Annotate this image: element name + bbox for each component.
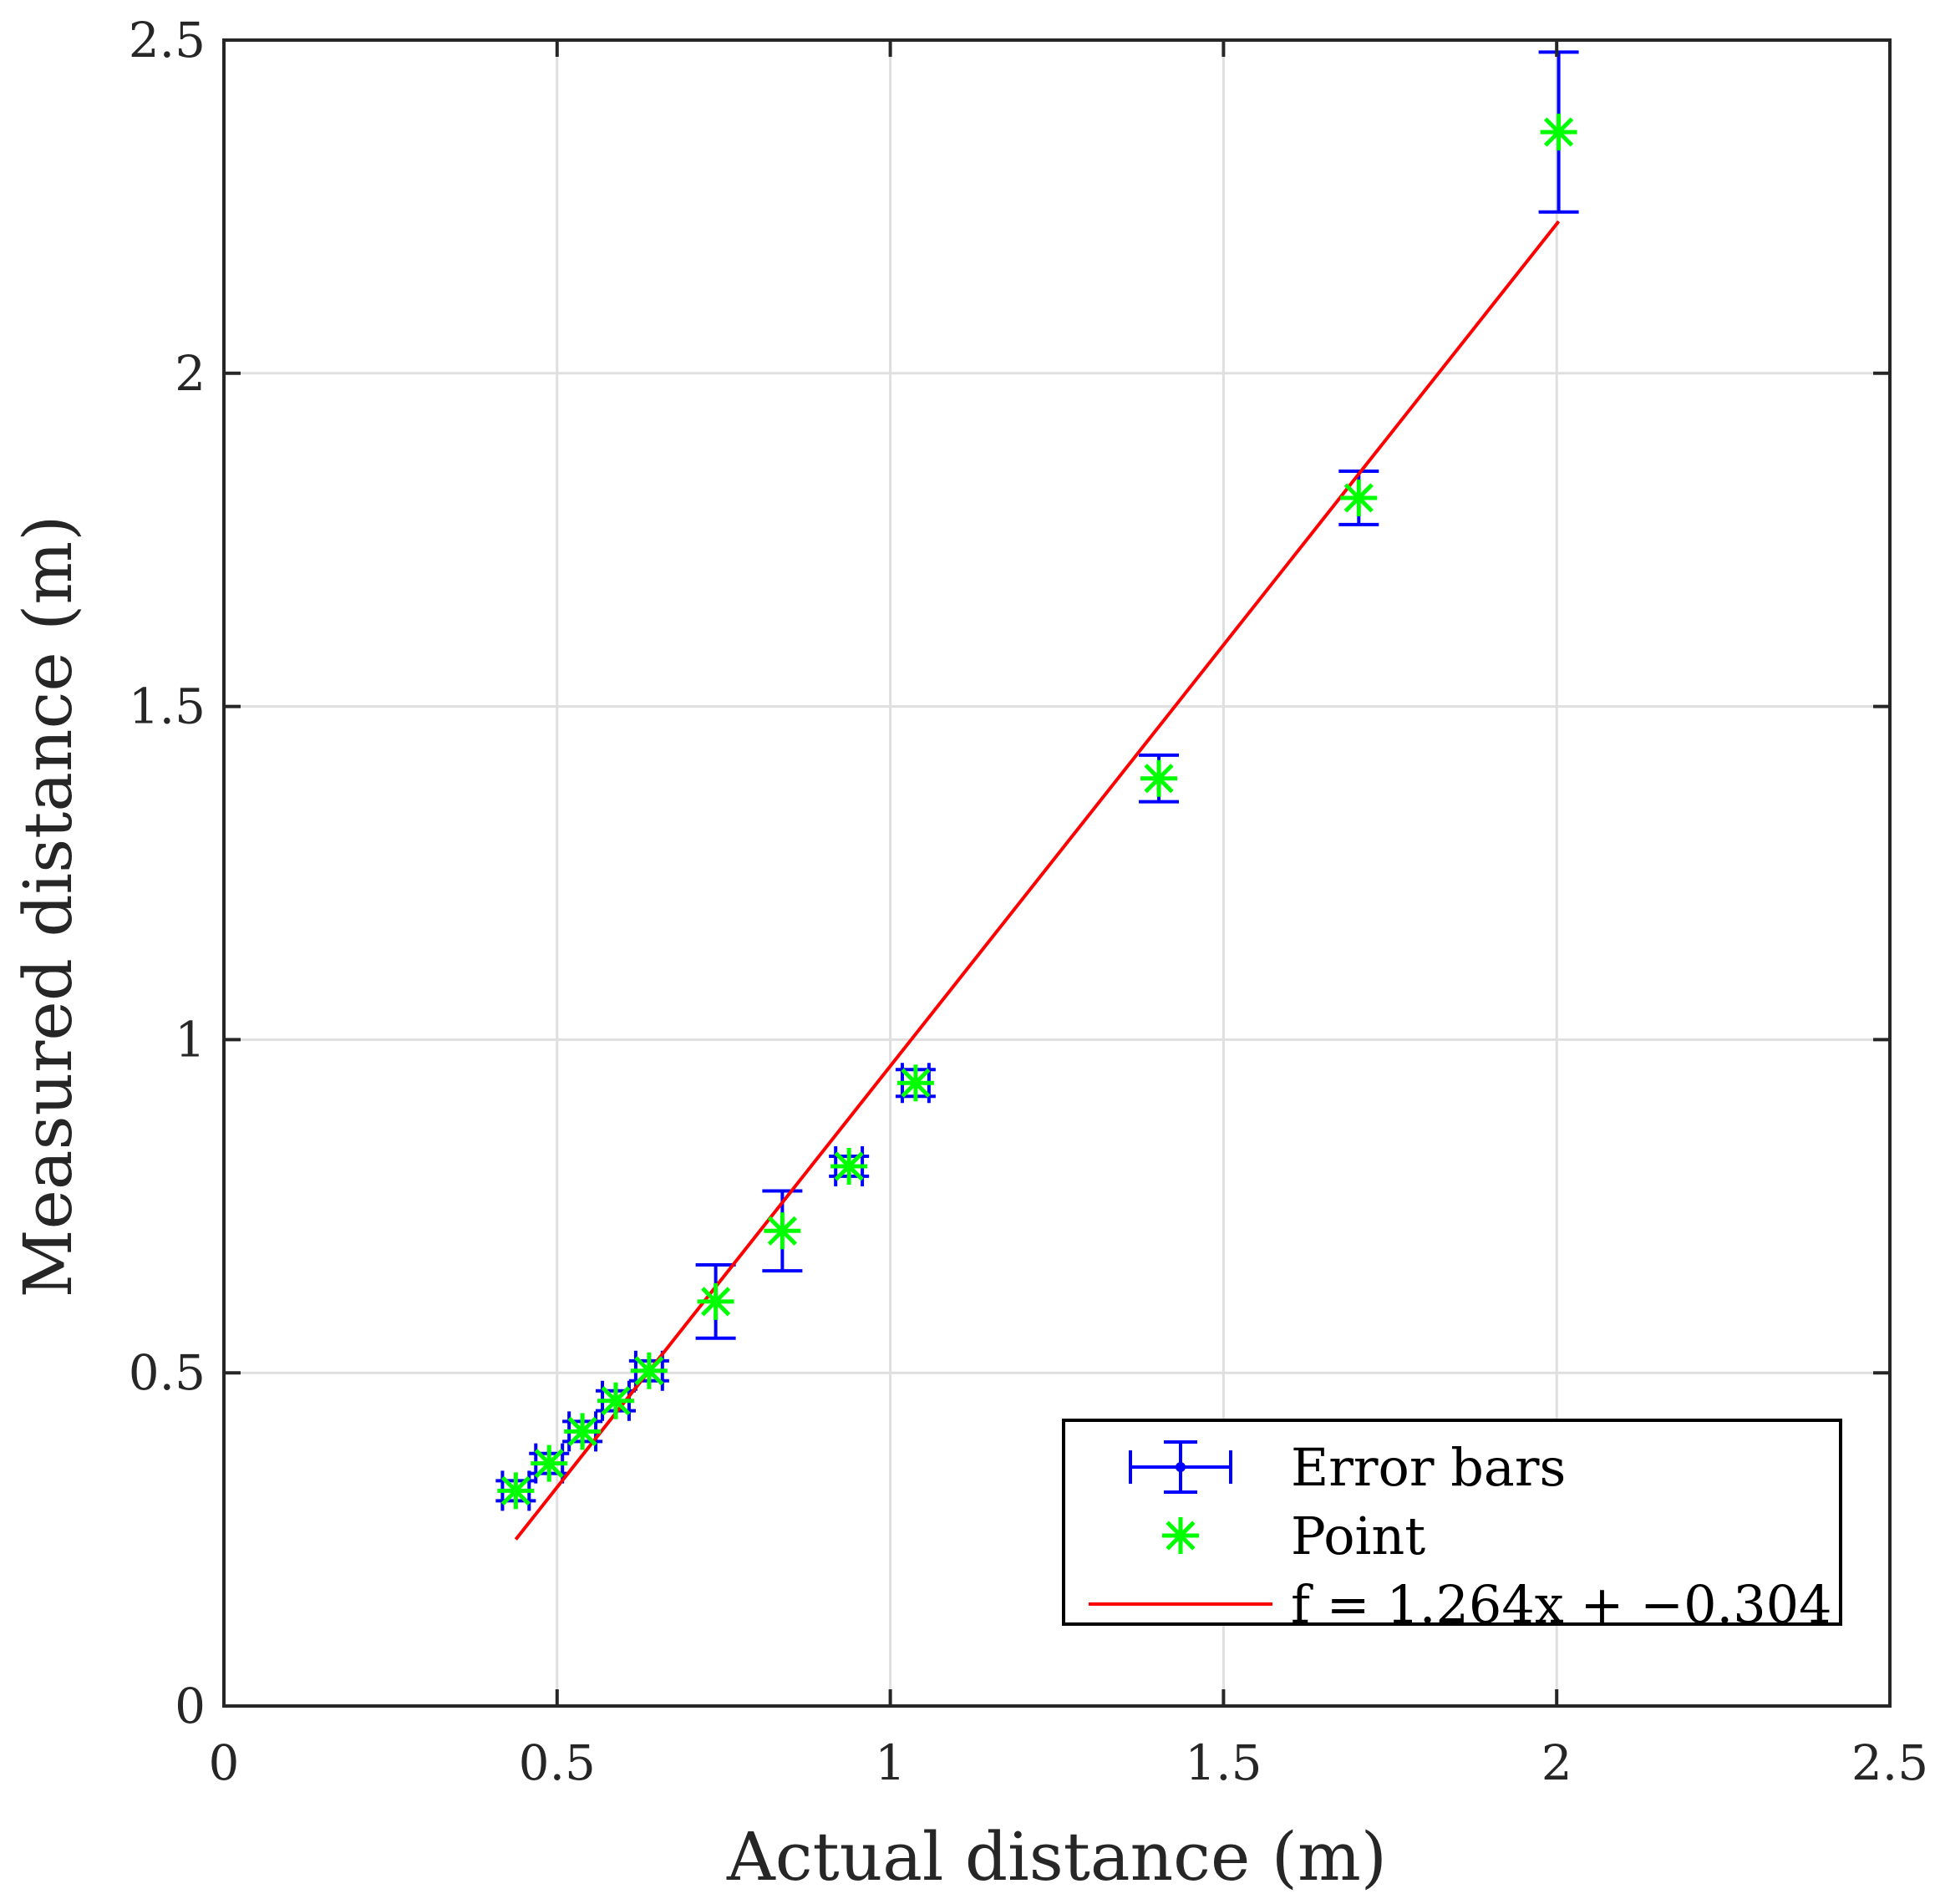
x-tick-label: 2.5 — [1851, 1734, 1928, 1791]
grid — [224, 40, 1890, 1706]
asterisk-stroke — [1166, 1521, 1196, 1551]
y-axis-label: Measured distance (m) — [9, 515, 87, 1298]
legend-entry-label: Point — [1291, 1505, 1425, 1566]
legend-entry-label: Error bars — [1291, 1437, 1566, 1498]
data-point — [830, 1147, 868, 1185]
asterisk-stroke — [1543, 117, 1574, 147]
data-point — [697, 1282, 734, 1320]
plot-series — [495, 50, 1579, 1541]
x-tick-label: 2 — [1541, 1734, 1572, 1791]
asterisk-stroke — [1343, 483, 1374, 513]
asterisk-stroke — [534, 1449, 564, 1479]
asterisk-stroke — [634, 1356, 664, 1386]
fit-line — [514, 220, 1561, 1541]
data-point — [597, 1382, 634, 1419]
axes-box — [222, 38, 1892, 1708]
x-tick-label: 1 — [875, 1734, 906, 1791]
asterisk-stroke — [767, 1216, 797, 1246]
asterisk-stroke — [500, 1475, 531, 1505]
data-point — [764, 1212, 801, 1250]
y-tick-label: 1 — [175, 1011, 206, 1068]
asterisk-stroke — [901, 1068, 931, 1098]
asterisk-stroke — [1144, 764, 1174, 794]
y-tick-label: 2.5 — [129, 12, 206, 69]
data-point — [896, 1064, 934, 1102]
asterisk-stroke — [834, 1151, 864, 1181]
data-point — [1140, 759, 1178, 797]
y-tick-label: 2 — [175, 345, 206, 402]
x-tick-label: 0.5 — [519, 1734, 596, 1791]
legend: Error bars Point f = 1.264x + −0.304 — [1062, 1419, 1842, 1635]
asterisk-stroke — [601, 1386, 631, 1416]
legend-entry-label: f = 1.264x + −0.304 — [1291, 1574, 1832, 1635]
asterisk-stroke — [701, 1287, 731, 1317]
y-tick-label: 1.5 — [129, 678, 206, 735]
x-tick-label: 1.5 — [1185, 1734, 1262, 1791]
data-point — [564, 1413, 602, 1450]
data-point — [1340, 479, 1378, 516]
x-tick-label: 0 — [209, 1734, 240, 1791]
y-tick-label: 0.5 — [129, 1344, 206, 1401]
data-point — [497, 1472, 535, 1510]
axes — [222, 38, 1892, 1708]
tick-labels: 0 0.5 1 1.5 2 2.5 0 0.5 1 1.5 2 2.5 — [129, 12, 1928, 1791]
data-point — [630, 1352, 668, 1389]
legend-errorbar-dot — [1176, 1462, 1186, 1472]
asterisk-stroke — [567, 1416, 597, 1446]
data-point — [1540, 114, 1577, 151]
y-tick-label: 0 — [175, 1678, 206, 1734]
legend-point-symbol — [1162, 1517, 1199, 1554]
data-point — [531, 1445, 568, 1482]
x-axis-label: Actual distance (m) — [726, 1818, 1387, 1896]
